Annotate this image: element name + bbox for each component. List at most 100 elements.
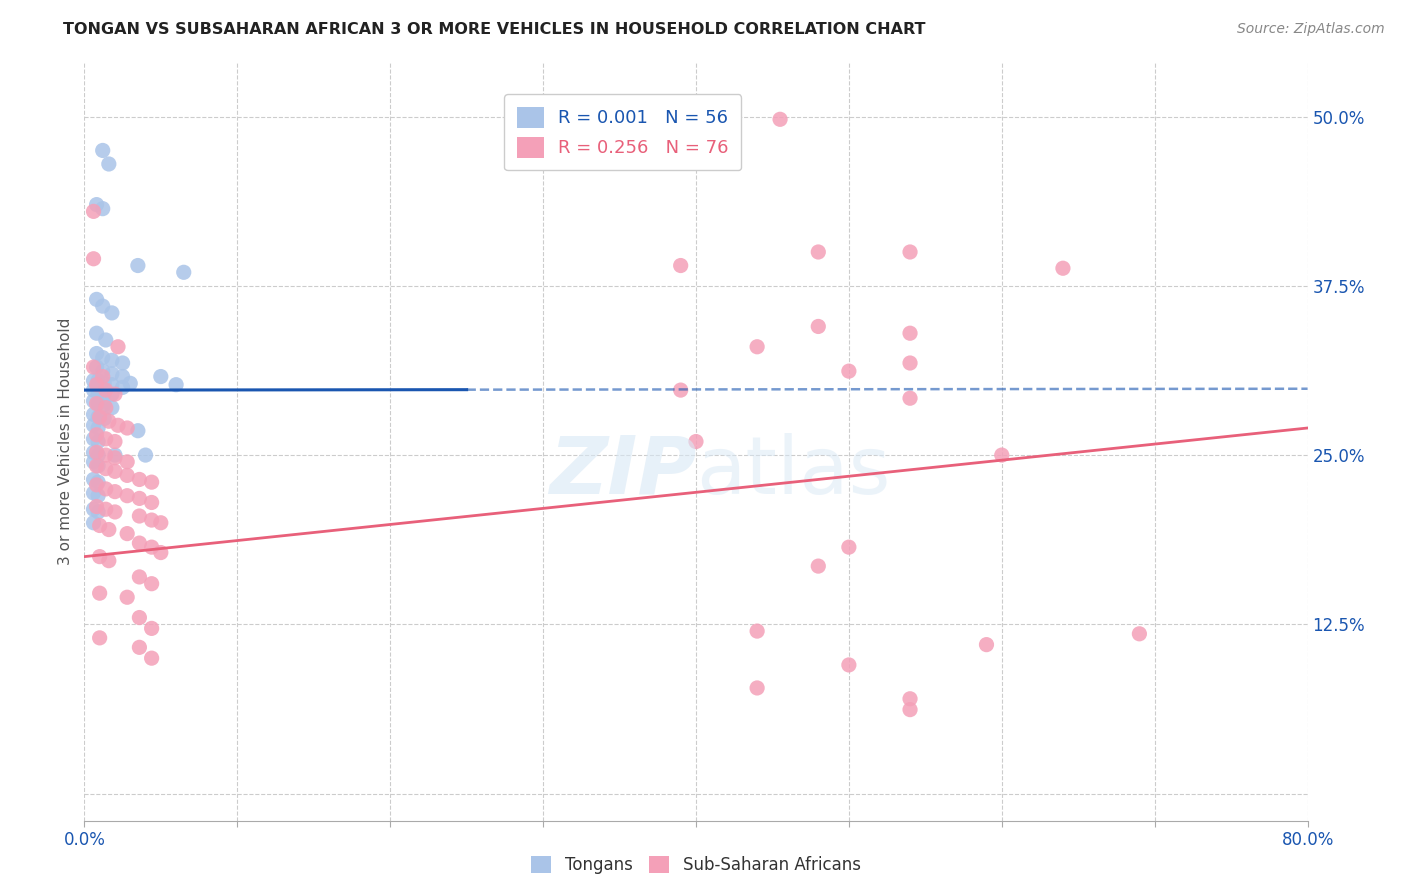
Point	[115, 591, 138, 605]
Point	[86, 360, 108, 375]
Point	[87, 489, 110, 503]
Text: atlas: atlas	[696, 433, 890, 511]
Point	[120, 376, 142, 391]
Point	[94, 448, 117, 462]
Point	[127, 424, 149, 438]
Point	[807, 319, 830, 334]
Point	[898, 391, 921, 405]
Point	[669, 259, 692, 273]
Point	[685, 434, 707, 449]
Point	[91, 351, 114, 365]
Point	[101, 353, 124, 368]
Point	[173, 265, 195, 279]
Point	[87, 374, 110, 388]
Point	[669, 383, 692, 397]
Point	[104, 387, 127, 401]
Point	[104, 434, 127, 449]
Point	[149, 369, 172, 384]
Point	[89, 631, 111, 645]
Point	[86, 293, 108, 307]
Point	[898, 244, 921, 259]
Point	[898, 691, 921, 706]
Point	[83, 252, 105, 266]
Point	[91, 299, 114, 313]
Point	[94, 482, 117, 496]
Point	[128, 536, 150, 550]
Point	[898, 703, 921, 717]
Point	[83, 408, 105, 422]
Text: ZIP: ZIP	[548, 433, 696, 511]
Point	[83, 432, 105, 446]
Point	[101, 367, 124, 381]
Point	[111, 356, 134, 370]
Point	[115, 455, 138, 469]
Point	[94, 383, 117, 397]
Point	[83, 393, 105, 408]
Point	[141, 495, 163, 509]
Point	[83, 445, 105, 459]
Point	[86, 377, 108, 392]
Point	[83, 473, 105, 487]
Point	[104, 464, 127, 478]
Point	[747, 340, 769, 354]
Point	[91, 144, 114, 158]
Point	[101, 306, 124, 320]
Point	[747, 624, 769, 639]
Point	[97, 523, 120, 537]
Point	[149, 545, 172, 559]
Point	[94, 502, 117, 516]
Point	[807, 244, 830, 259]
Point	[128, 640, 150, 655]
Point	[94, 432, 117, 446]
Point	[115, 526, 138, 541]
Point	[97, 554, 120, 568]
Point	[838, 364, 860, 378]
Point	[128, 508, 150, 523]
Point	[91, 369, 114, 384]
Point	[101, 377, 124, 392]
Point	[86, 478, 108, 492]
Point	[93, 376, 115, 391]
Point	[94, 401, 117, 415]
Point	[141, 475, 163, 490]
Point	[128, 610, 150, 624]
Point	[747, 681, 769, 695]
Point	[83, 486, 105, 500]
Point	[976, 638, 998, 652]
Point	[769, 112, 792, 127]
Point	[1052, 261, 1074, 276]
Point	[94, 333, 117, 347]
Point	[91, 364, 114, 378]
Point	[898, 356, 921, 370]
Point	[86, 427, 108, 442]
Point	[86, 458, 108, 473]
Point	[104, 450, 127, 465]
Point	[86, 500, 108, 514]
Point	[86, 445, 108, 459]
Point	[86, 326, 108, 341]
Point	[86, 346, 108, 360]
Text: TONGAN VS SUBSAHARAN AFRICAN 3 OR MORE VEHICLES IN HOUSEHOLD CORRELATION CHART: TONGAN VS SUBSAHARAN AFRICAN 3 OR MORE V…	[63, 22, 925, 37]
Point	[838, 540, 860, 554]
Point	[101, 387, 124, 401]
Point	[141, 651, 163, 665]
Point	[87, 385, 110, 400]
Point	[107, 340, 129, 354]
Point	[87, 475, 110, 490]
Point	[111, 369, 134, 384]
Point	[87, 458, 110, 473]
Point	[127, 259, 149, 273]
Point	[141, 576, 163, 591]
Point	[83, 455, 105, 469]
Point	[93, 411, 115, 425]
Point	[86, 197, 108, 211]
Point	[83, 204, 105, 219]
Point	[898, 326, 921, 341]
Point	[87, 434, 110, 449]
Point	[128, 473, 150, 487]
Point	[128, 491, 150, 506]
Point	[87, 448, 110, 462]
Point	[135, 448, 157, 462]
Point	[115, 421, 138, 435]
Legend: R = 0.001   N = 56, R = 0.256   N = 76: R = 0.001 N = 56, R = 0.256 N = 76	[503, 95, 741, 170]
